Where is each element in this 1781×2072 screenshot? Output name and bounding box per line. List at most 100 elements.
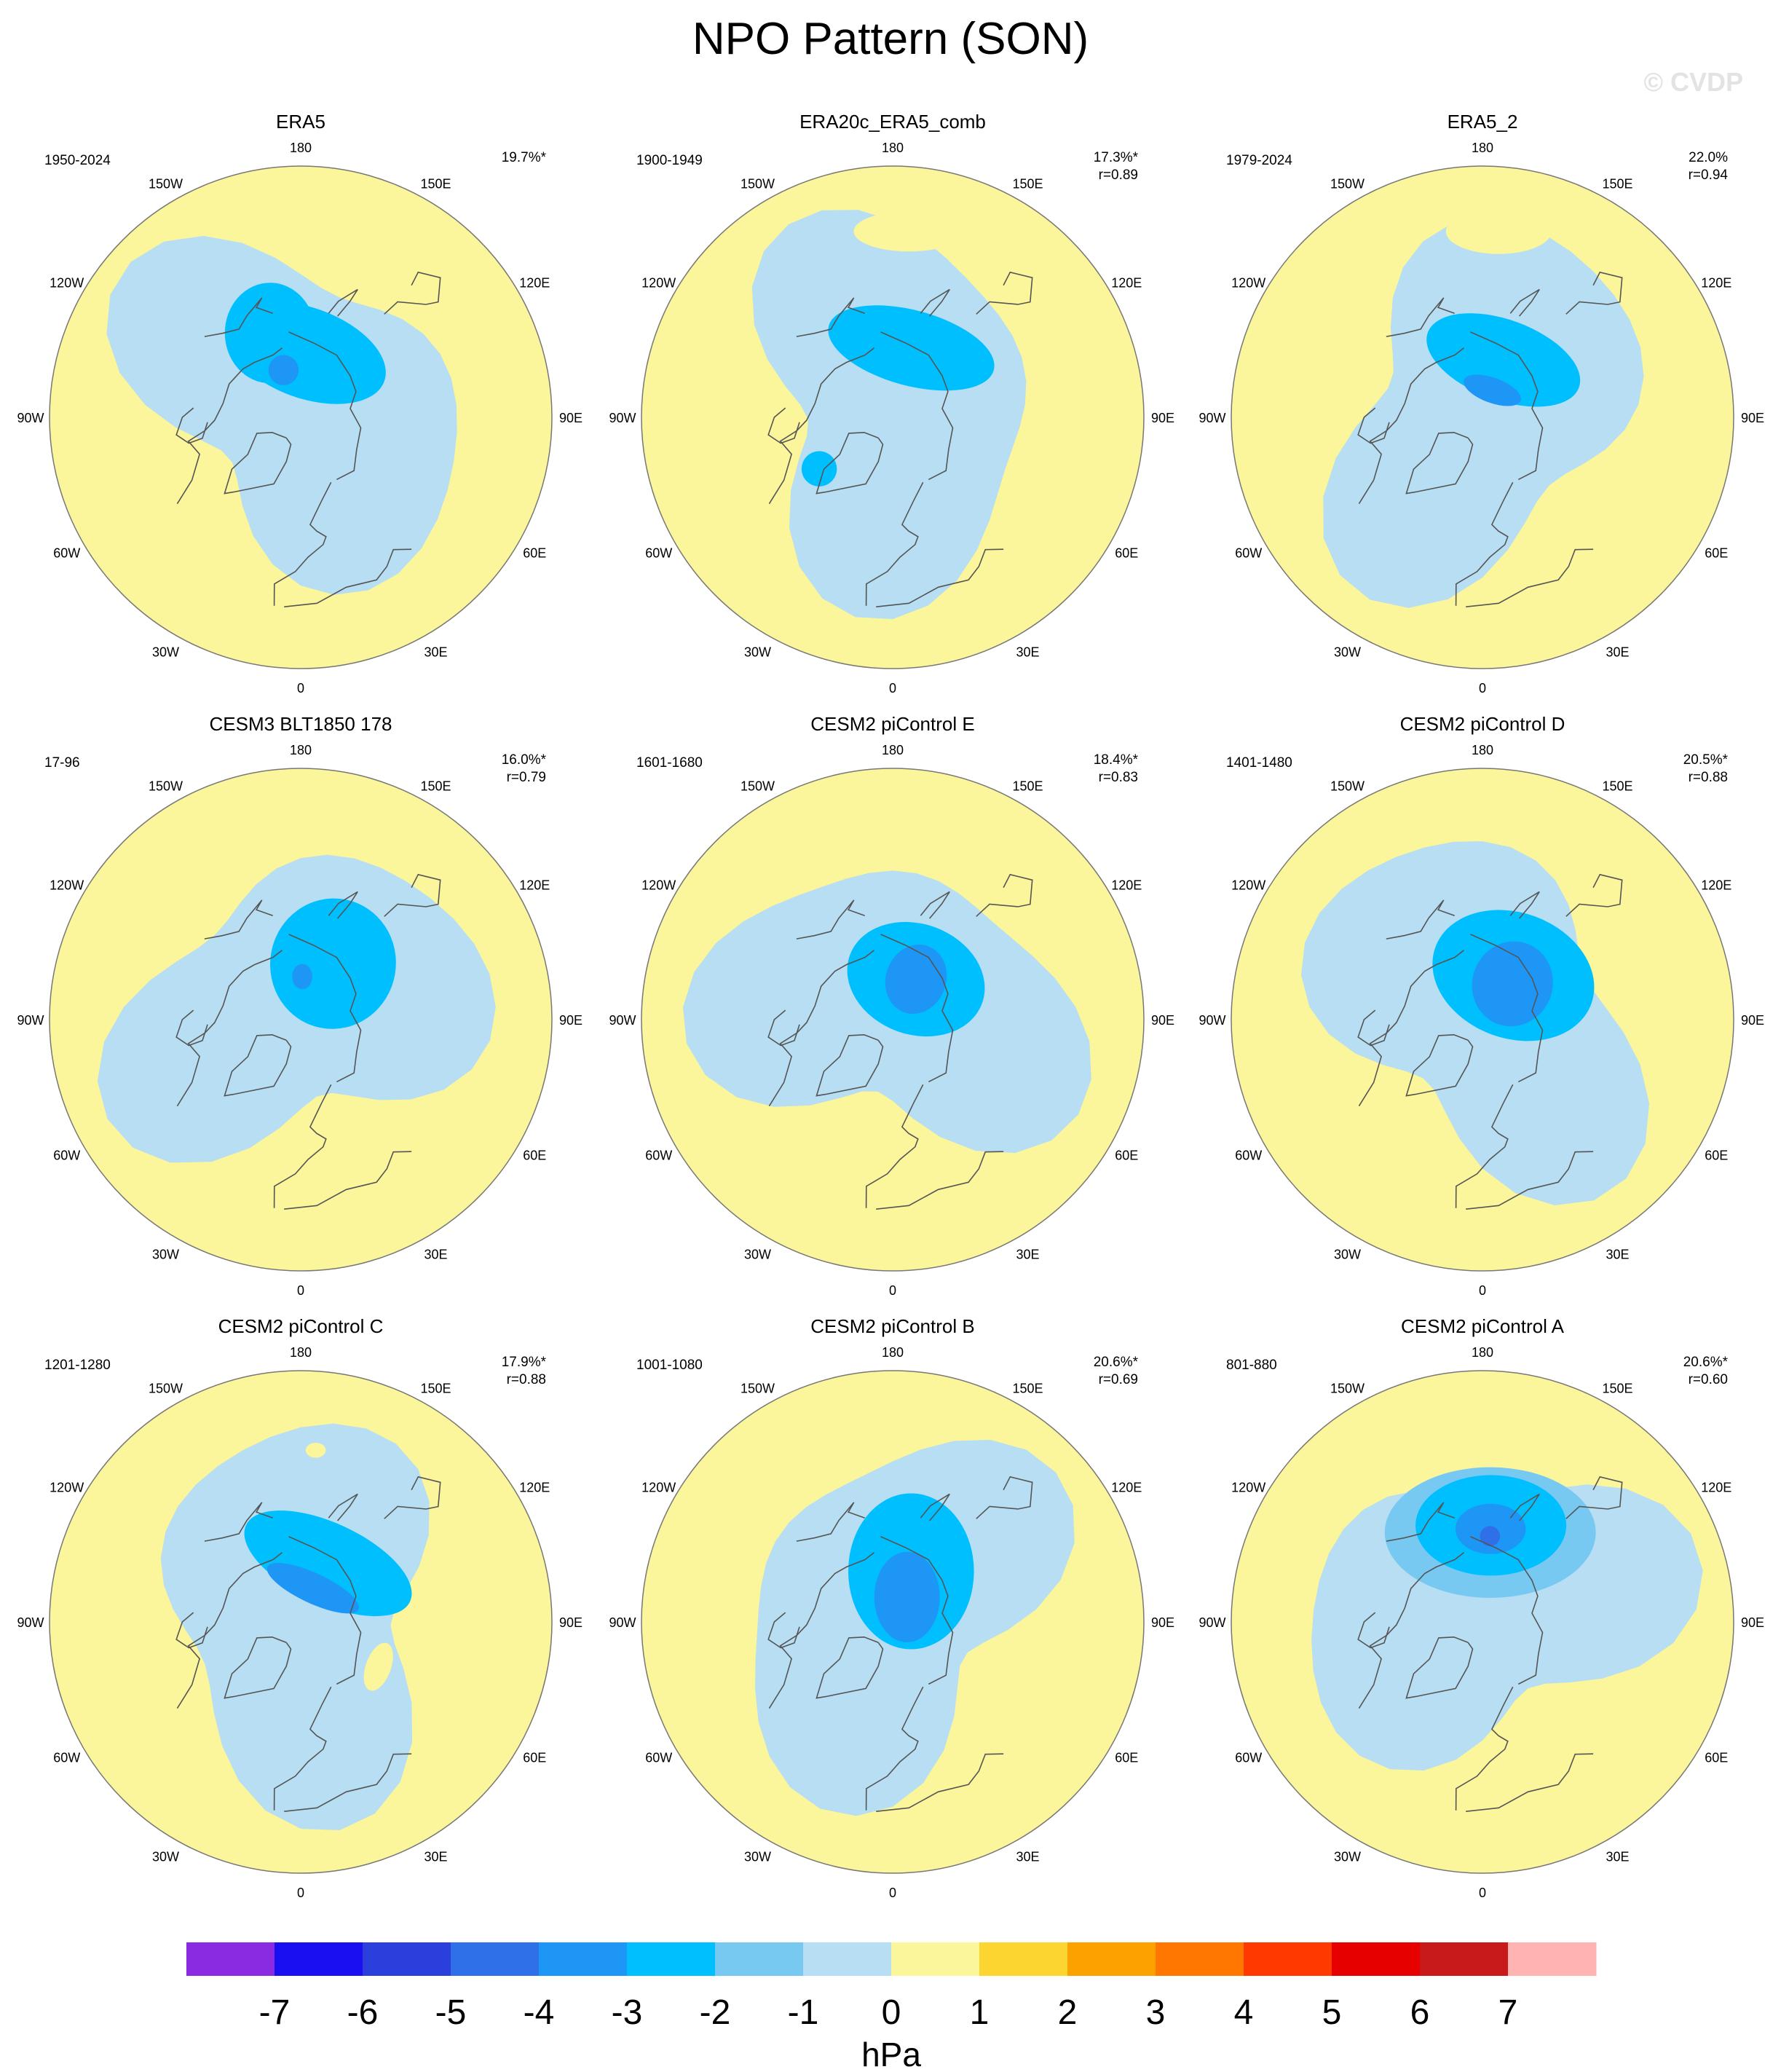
coastline: [1405, 1636, 1474, 1699]
panel-title: ERA5: [276, 111, 325, 133]
longitude-label: 30W: [744, 645, 771, 659]
longitude-label: 60E: [1705, 546, 1728, 561]
panel-title: CESM2 piControl E: [810, 713, 974, 735]
anomaly-contour: [224, 283, 315, 384]
coastline: [273, 481, 332, 606]
coastline: [284, 548, 412, 607]
coastline: [175, 407, 208, 444]
map-panel: 180 150E 120E 90E 60E 30E 0 30W 60W 90W 120W 150W ER…: [609, 111, 1174, 696]
coastline: [976, 1476, 1033, 1519]
longitude-label: 90W: [609, 1615, 636, 1630]
correlation-label: r=0.88: [507, 1372, 546, 1387]
colorbar-tick-label: 2: [1058, 1993, 1078, 2032]
longitude-label: 30E: [1016, 645, 1039, 659]
longitude-label: 120E: [519, 878, 550, 893]
coastline: [328, 891, 358, 919]
longitude-label: 60W: [645, 1751, 672, 1765]
longitude-label: 60W: [53, 1751, 80, 1765]
correlation-label: r=0.89: [1099, 168, 1138, 183]
colorbar-swatch: [451, 1942, 540, 1976]
longitude-label: 180: [1472, 1345, 1493, 1360]
coastline: [384, 271, 441, 315]
coastline: [767, 407, 800, 444]
coastline: [920, 1493, 950, 1521]
colorbar-tick-label: -7: [259, 1993, 291, 2032]
longitude-label: 120E: [519, 1481, 550, 1495]
coastline: [876, 1753, 1004, 1812]
colorbar-swatch: [1244, 1942, 1332, 1976]
coastline: [876, 1151, 1004, 1210]
colorbar-tick-label: -3: [612, 1993, 643, 2032]
coastline: [224, 1033, 292, 1097]
coastline: [1509, 288, 1540, 317]
map-boundary: [49, 768, 553, 1272]
colorbar-swatch: [1332, 1942, 1421, 1976]
coastline: [816, 431, 884, 495]
coastline: [288, 1536, 362, 1685]
longitude-label: 120W: [641, 1481, 676, 1495]
longitude-label: 120E: [1111, 878, 1142, 893]
longitude-label: 60W: [1235, 1149, 1262, 1163]
longitude-label: 180: [290, 1345, 312, 1360]
longitude-label: 30W: [744, 1247, 771, 1261]
longitude-label: 120E: [519, 276, 550, 291]
coastline: [1509, 891, 1540, 919]
coastline: [1470, 1536, 1544, 1685]
longitude-label: 120W: [50, 276, 84, 291]
watermark: © CVDP: [1643, 67, 1743, 97]
longitude-label: 150W: [1330, 177, 1365, 192]
map-boundary: [49, 1370, 553, 1874]
longitude-label: 120W: [50, 1481, 84, 1495]
correlation-label: r=0.88: [1689, 770, 1728, 785]
longitude-label: 90E: [559, 1013, 583, 1028]
longitude-label: 90E: [559, 411, 583, 425]
map-panel: 180 150E 120E 90E 60E 30E 0 30W 60W 90W 120W 150W CE…: [609, 1315, 1174, 1900]
variance-label: 17.9%*: [502, 1355, 547, 1370]
coastline: [796, 297, 865, 337]
longitude-label: 90W: [1198, 411, 1225, 425]
longitude-label: 120W: [1231, 276, 1265, 291]
coastline: [176, 950, 283, 1107]
longitude-label: 60E: [1115, 1149, 1138, 1163]
coastline: [816, 1033, 884, 1097]
longitude-label: 180: [882, 141, 904, 155]
coastline: [284, 1151, 412, 1210]
longitude-label: 150W: [1330, 779, 1365, 794]
map-panel: 180 150E 120E 90E 60E 30E 0 30W 60W 90W 120W 150W CE…: [17, 713, 583, 1298]
longitude-label: 90W: [609, 1013, 636, 1028]
longitude-label: 90W: [609, 411, 636, 425]
coastline: [1405, 431, 1474, 495]
coastline: [1405, 1033, 1474, 1097]
colorbar-swatch: [275, 1942, 363, 1976]
longitude-label: 150E: [1602, 779, 1632, 794]
coastline: [1466, 548, 1594, 607]
map-boundary: [1231, 165, 1734, 669]
anomaly-contour: [363, 1642, 393, 1691]
longitude-label: 90E: [1151, 1013, 1174, 1028]
coastline: [175, 1612, 208, 1649]
longitude-label: 0: [889, 1886, 896, 1900]
coastline: [176, 347, 283, 505]
colorbar-tick-label: -6: [347, 1993, 379, 2032]
anomaly-contour: [1445, 208, 1552, 254]
longitude-label: 0: [1479, 681, 1486, 696]
colorbar-tick-label: 1: [970, 1993, 990, 2032]
anomaly-contour: [298, 210, 339, 231]
period-label: 1201-1280: [44, 1358, 111, 1373]
coastline: [284, 1753, 412, 1812]
longitude-label: 150E: [420, 1382, 451, 1396]
longitude-label: 120W: [641, 878, 676, 893]
longitude-label: 0: [889, 1283, 896, 1298]
period-label: 1401-1480: [1226, 755, 1292, 771]
longitude-label: 0: [297, 1283, 304, 1298]
panel-title: CESM2 piControl D: [1400, 713, 1565, 735]
longitude-label: 150E: [1602, 1382, 1632, 1396]
map-panel: 180 150E 120E 90E 60E 30E 0 30W 60W 90W 120W 150W ER…: [1198, 111, 1764, 696]
longitude-label: 0: [297, 1886, 304, 1900]
longitude-label: 0: [1479, 1283, 1486, 1298]
longitude-label: 90E: [1741, 411, 1764, 425]
coastline: [796, 1502, 865, 1542]
longitude-label: 120E: [1701, 878, 1731, 893]
variance-label: 22.0%: [1689, 150, 1728, 165]
colorbar-swatch: [715, 1942, 804, 1976]
